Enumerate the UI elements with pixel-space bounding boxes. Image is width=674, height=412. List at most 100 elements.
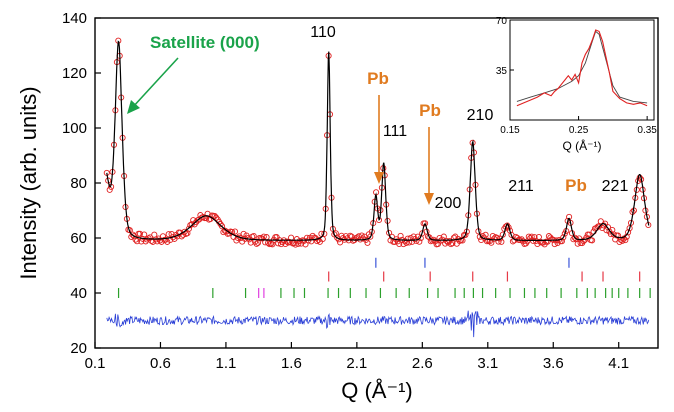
observed-point — [482, 231, 489, 238]
inset-y-tick-label: 70 — [496, 16, 508, 27]
observed-point — [574, 240, 581, 247]
observed-point — [168, 230, 175, 238]
peak-label-210: 210 — [467, 107, 494, 124]
observed-point — [491, 235, 498, 242]
x-tick-label: 1.6 — [281, 355, 302, 372]
x-tick-label: 3.6 — [543, 355, 564, 372]
inset-x-tick-label: 0.25 — [569, 125, 589, 136]
y-tick-label: 140 — [62, 10, 87, 27]
x-axis-ticks: 0.1 0.6 1.1 1.6 2.1 2.6 3.1 3.6 4.1 — [85, 342, 629, 372]
x-axis-title: Q (Å⁻¹) — [341, 378, 413, 403]
y-tick-label: 120 — [62, 65, 87, 82]
observed-point — [504, 222, 511, 229]
y-tick-label: 40 — [70, 285, 87, 302]
x-tick-label: 0.1 — [85, 355, 106, 372]
observed-point — [447, 241, 455, 248]
inset-y-tick-label: 35 — [496, 66, 508, 77]
observed-point — [396, 240, 403, 248]
y-tick-label: 60 — [70, 230, 87, 247]
observed-point — [283, 238, 290, 245]
observed-point — [213, 214, 220, 221]
observed-point — [413, 237, 420, 244]
observed-point — [551, 241, 558, 248]
fit-curve — [106, 40, 650, 241]
observed-point — [308, 238, 315, 245]
observed-point — [286, 238, 293, 246]
observed-point — [141, 231, 148, 238]
observed-point — [129, 231, 136, 238]
peak-label-110: 110 — [310, 24, 336, 41]
observed-point — [133, 238, 141, 245]
y-tick-label: 100 — [62, 120, 87, 137]
satellite-arrow-head — [127, 100, 140, 114]
satellite-arrow — [131, 57, 179, 109]
pb-label-2: Pb — [419, 101, 441, 120]
observed-point — [218, 223, 226, 230]
peak-label-111: 111 — [383, 123, 407, 140]
pb-label-3: Pb — [565, 176, 587, 195]
observed-point — [560, 234, 567, 241]
reflection-tick-marks — [117, 257, 651, 298]
observed-point — [506, 227, 514, 234]
inset-x-tick-label: 0.15 — [500, 125, 520, 136]
observed-point — [253, 240, 260, 247]
y-tick-label: 80 — [70, 175, 87, 192]
y-axis-ticks: 20 40 60 80 100 120 140 — [62, 10, 101, 357]
observed-point — [625, 229, 632, 236]
observed-point — [586, 231, 593, 238]
difference-curve — [106, 310, 650, 338]
observed-point — [456, 237, 463, 245]
observed-point — [185, 225, 192, 232]
observed-point — [528, 233, 535, 240]
observed-point — [259, 235, 266, 242]
observed-point — [589, 237, 596, 244]
inset-observed-curve — [516, 29, 648, 107]
satellite-annotation: Satellite (000) — [127, 33, 260, 114]
x-tick-label: 0.6 — [150, 355, 171, 372]
y-tick-label: 20 — [70, 340, 87, 357]
observed-point — [545, 233, 552, 240]
inset-x-axis-title: Q (Å⁻¹) — [563, 138, 602, 153]
y-axis-title: Intensity (arb. units) — [16, 86, 41, 279]
observed-point — [494, 234, 501, 241]
observed-point — [462, 231, 469, 239]
x-tick-label: 1.1 — [216, 355, 237, 372]
observed-point — [496, 235, 504, 242]
observed-point — [622, 237, 629, 244]
inset-chart: 0.15 0.25 0.35 35 70 Q (Å⁻¹) — [496, 16, 657, 153]
observed-point — [360, 235, 367, 242]
peak-label-221: 221 — [602, 178, 629, 195]
observed-point — [302, 241, 309, 248]
observed-point — [440, 233, 447, 240]
x-tick-label: 2.6 — [412, 355, 433, 372]
observed-point — [615, 232, 622, 239]
observed-point — [400, 241, 407, 248]
observed-point — [146, 234, 154, 241]
inset-ticks: 0.15 0.25 0.35 35 70 — [496, 16, 657, 136]
observed-point — [443, 237, 450, 245]
pb-arrow-1-head — [374, 172, 384, 184]
observed-point — [337, 239, 344, 246]
observed-point — [136, 230, 143, 237]
peak-label-211: 211 — [508, 178, 534, 195]
satellite-label: Satellite (000) — [150, 33, 260, 52]
observed-point — [250, 232, 257, 240]
observed-point — [604, 224, 612, 231]
observed-point — [404, 235, 411, 242]
x-tick-label: 4.1 — [608, 355, 629, 372]
observed-point — [364, 239, 371, 246]
observed-point — [292, 241, 299, 248]
peak-label-200: 200 — [435, 195, 462, 212]
pb-label-1: Pb — [367, 69, 389, 88]
observed-point — [165, 231, 172, 238]
inset-x-tick-label: 0.35 — [637, 125, 657, 136]
observed-point — [231, 228, 239, 235]
observed-point — [580, 238, 587, 245]
observed-point — [157, 237, 164, 244]
observed-point — [358, 232, 365, 239]
observed-point — [200, 213, 207, 221]
observed-point — [525, 233, 532, 240]
observed-point — [397, 232, 404, 239]
observed-point — [571, 234, 578, 241]
